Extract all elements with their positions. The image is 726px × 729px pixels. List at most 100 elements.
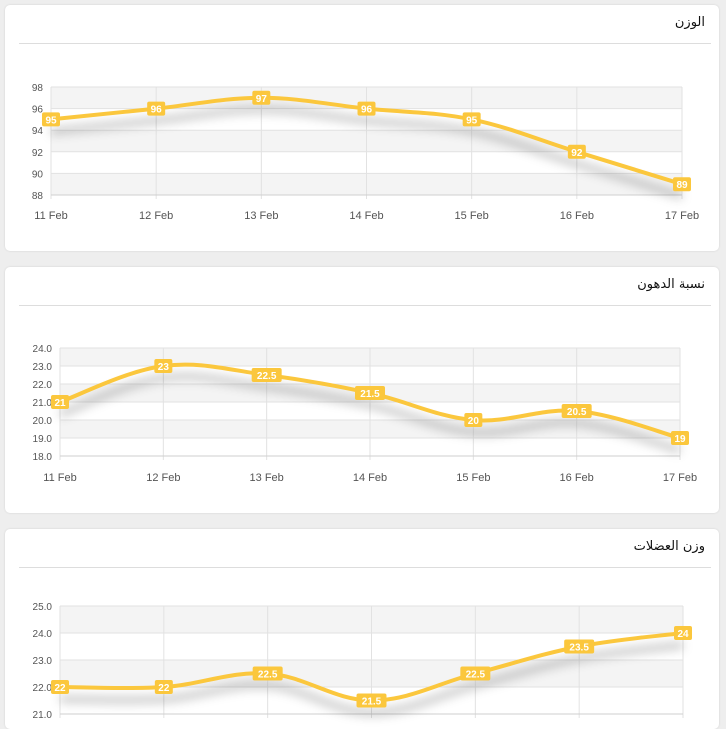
y-tick-label: 23.0 [33,362,53,373]
card-title: وزن العضلات [633,539,705,554]
y-tick-label: 23.0 [33,656,53,667]
data-label: 22.5 [258,670,278,681]
data-label-bg [356,693,387,708]
y-tick-label: 96 [32,105,44,116]
x-tick-label: 14 Feb [353,472,387,484]
y-tick-label: 18.0 [33,452,53,463]
y-tick-label: 24.0 [33,629,53,640]
data-point: 96 [147,101,166,116]
x-tick-label: 12 Feb [146,472,180,484]
data-label: 95 [466,115,478,126]
x-tick-label: 14 Feb [349,210,383,222]
data-label-bg [147,101,166,116]
data-label-bg [462,112,481,127]
data-label: 22 [158,683,170,694]
y-tick-label: 25.0 [33,602,53,613]
y-tick-label: 88 [32,191,44,202]
data-label-bg [460,666,491,681]
data-point: 19 [671,431,689,445]
y-tick-label: 24.0 [33,344,53,355]
x-tick-label: 17 Feb [665,210,699,222]
data-label: 22 [54,683,66,694]
data-point: 96 [357,101,376,116]
data-label-bg [671,431,689,445]
divider [19,305,711,306]
y-tick-label: 22.0 [33,683,53,694]
data-point: 22.5 [460,666,491,681]
y-tick-label: 21.0 [33,710,53,721]
y-tick-label: 90 [32,169,44,180]
data-label-bg [674,626,692,640]
data-point: 92 [567,144,586,159]
y-tick-label: 21.0 [33,398,53,409]
data-point: 22.5 [252,666,283,681]
data-point: 23 [154,359,173,373]
x-tick-label: 11 Feb [43,472,76,484]
data-point: 22.5 [251,368,282,382]
y-tick-label: 22.0 [33,380,53,391]
series-line-shadow [59,641,684,717]
data-point: 24 [674,626,692,640]
divider [19,43,711,44]
data-label-bg [154,680,173,694]
data-label: 23 [158,362,170,373]
data-label-bg [42,112,60,127]
y-tick-label: 20.0 [33,416,53,427]
card-title: الوزن [674,15,705,30]
data-label: 21.5 [360,389,380,400]
data-label-bg [51,395,69,409]
x-tick-label: 12 Feb [139,210,173,222]
weight-card: الوزن 98 96 94 92 90 88 95 11 Feb 96 12 Feb 97 13 F… [5,5,719,251]
data-label-bg [355,386,385,400]
data-label: 21 [54,398,66,409]
fat-percentage-card: نسبة الدهون 24.0 23.0 22.0 21.0 20.0 19.0 18.0… [5,267,719,513]
data-label: 20.5 [567,407,587,418]
x-tick-label: 16 Feb [560,472,594,484]
data-label-bg [564,639,595,654]
data-label: 19 [674,434,686,445]
data-label-bg [252,666,283,681]
data-label: 96 [361,105,373,116]
x-tick-label: 11 Feb [34,210,67,222]
data-label: 22.5 [466,670,486,681]
data-point: 89 [673,177,691,192]
data-point: 23.5 [564,639,595,654]
muscle-weight-card: وزن العضلات 25.024.023.022.021.02211 Feb… [5,529,719,729]
series-line-shadow [50,106,684,200]
data-point: 20 [464,413,483,427]
data-point: 21.5 [356,693,387,708]
data-label-bg [251,368,282,382]
card-title: نسبة الدهون [637,277,705,292]
data-label-bg [357,101,376,116]
y-tick-label: 98 [32,83,44,94]
y-tick-label: 19.0 [33,434,53,445]
x-tick-label: 15 Feb [456,472,490,484]
data-label-bg [567,144,586,159]
data-label: 24 [677,629,689,640]
data-point: 22 [154,680,173,694]
data-point: 95 [462,112,481,127]
data-label-bg [154,359,173,373]
data-label-bg [464,413,483,427]
y-tick-label: 94 [32,126,44,137]
data-point: 21.5 [355,386,385,400]
x-tick-label: 15 Feb [455,210,489,222]
data-label-bg [673,177,691,192]
data-label-bg [51,680,69,694]
series-line-shadow [58,373,681,454]
x-tick-label: 16 Feb [560,210,594,222]
muscle-weight-chart: 25.024.023.022.021.02211 Feb2212 Feb22.5… [33,602,692,721]
divider [19,567,711,568]
data-label: 23.5 [569,643,589,654]
data-point: 95 [42,112,60,127]
data-label: 96 [151,105,163,116]
data-point: 97 [252,90,271,105]
x-tick-label: 17 Feb [663,472,697,484]
fat-percentage-chart: 24.0 23.0 22.0 21.0 20.0 19.0 18.0 21 11 Feb 23 12… [33,344,698,484]
data-label: 21.5 [362,697,382,708]
weight-chart: 98 96 94 92 90 88 95 11 Feb 96 12 Feb 97 13 Feb 96 14… [32,83,699,222]
x-tick-label: 13 Feb [250,472,284,484]
data-label: 22.5 [257,371,277,382]
data-label-bg [561,404,592,418]
data-point: 20.5 [561,404,592,418]
